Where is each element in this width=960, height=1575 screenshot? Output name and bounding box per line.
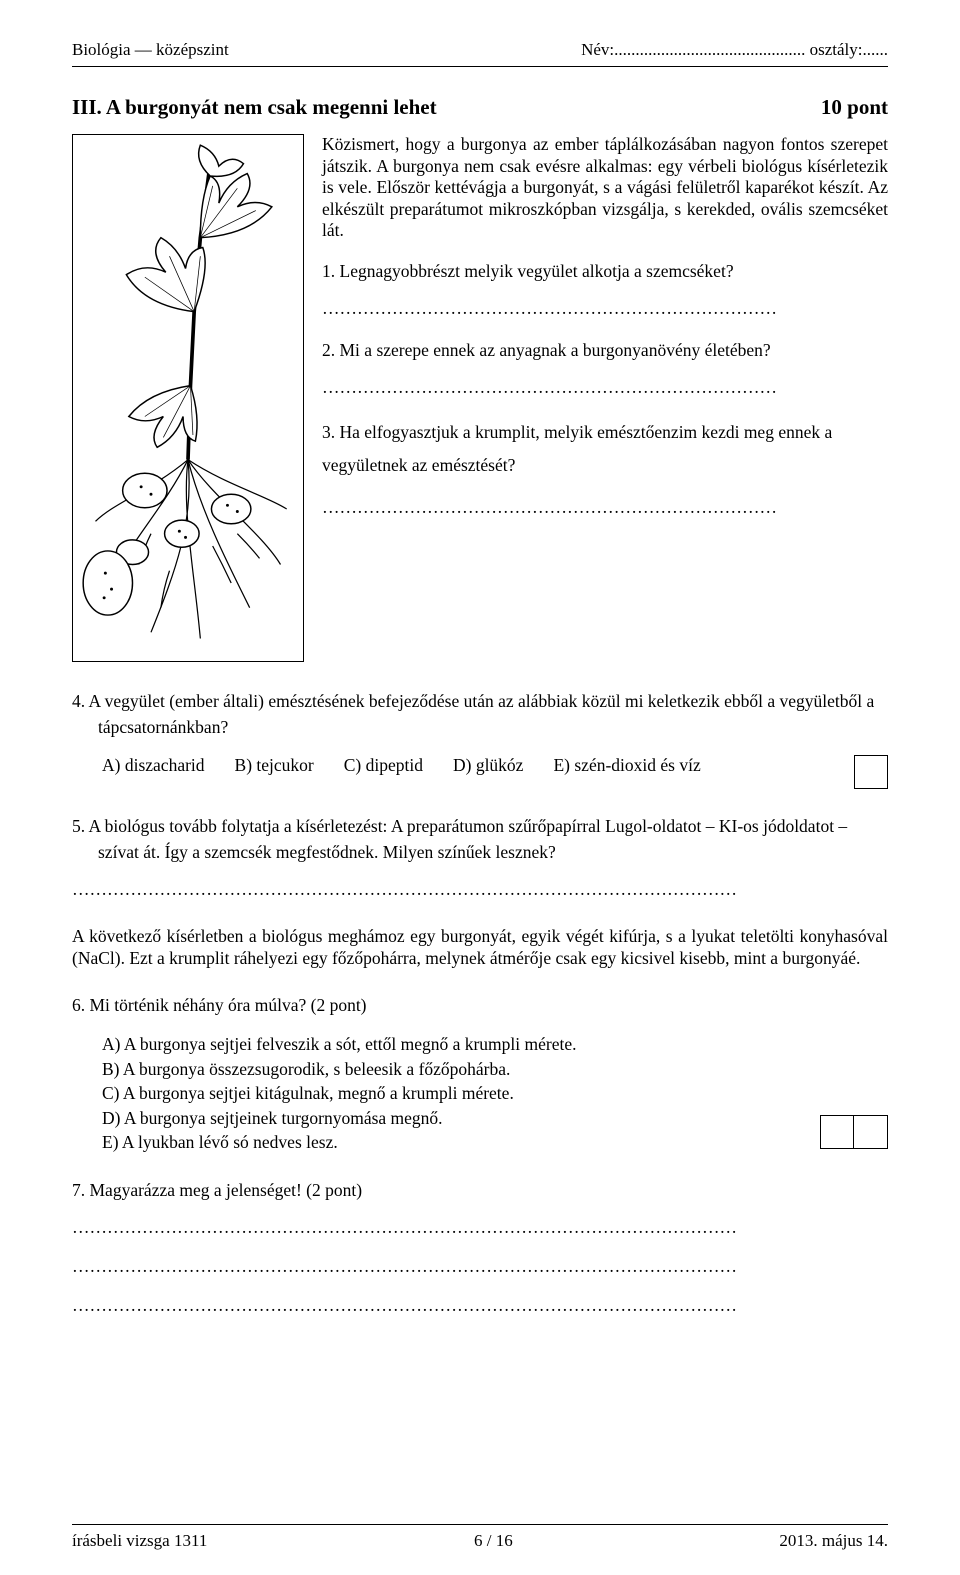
intro-column: Közismert, hogy a burgonya az ember tápl… [322,134,888,536]
name-class-fields: Név:....................................… [581,40,888,60]
q6-options: A) A burgonya sejtjei felveszik a sót, e… [102,1032,888,1155]
q4-opt-e: E) szén-dioxid és víz [553,755,700,776]
footer-exam-id: írásbeli vizsga 1311 [72,1531,207,1551]
q6-opt-c: C) A burgonya sejtjei kitágulnak, megnő … [102,1081,888,1106]
footer-rule [72,1524,888,1525]
question-3: 3. Ha elfogyasztjuk a krumplit, melyik e… [322,416,888,483]
page-header: Biológia — középszint Név:..............… [72,40,888,60]
answer-line-7a[interactable]: …………………………………………………………………………………………………… [72,1217,888,1238]
exam-page: Biológia — középszint Név:..............… [0,0,960,1575]
q6-answer-boxes[interactable] [820,1115,888,1149]
q6-opt-e: E) A lyukban lévő só nedves lesz. [102,1130,888,1155]
header-rule [72,66,888,67]
section-number: III. [72,95,102,119]
q4-options: A) diszacharid B) tejcukor C) dipeptid D… [102,755,888,789]
q4-opt-b: B) tejcukor [235,755,314,776]
questions-col: 1. Legnagyobbrészt melyik vegyület alkot… [322,258,888,518]
section-title: III. A burgonyát nem csak megenni lehet … [72,95,888,120]
intro-block: Közismert, hogy a burgonya az ember tápl… [72,134,888,662]
q6-block: 6. Mi történik néhány óra múlva? (2 pont… [72,992,888,1155]
potato-plant-icon [77,139,299,657]
answer-line-7c[interactable]: …………………………………………………………………………………………………… [72,1295,888,1316]
class-label: osztály: [810,40,863,59]
name-dots: ........................................… [614,40,805,59]
q4-opt-c: C) dipeptid [344,755,423,776]
answer-line-7b[interactable]: …………………………………………………………………………………………………… [72,1256,888,1277]
intro-text: Közismert, hogy a burgonya az ember tápl… [322,134,888,242]
q4-answer-box[interactable] [854,755,888,789]
answer-line-1[interactable]: …………………………………………………………………… [322,298,888,319]
experiment-paragraph: A következő kísérletben a biológus meghá… [72,926,888,970]
page-footer: írásbeli vizsga 1311 6 / 16 2013. május … [72,1524,888,1551]
question-5: 5. A biológus tovább folytatja a kísérle… [72,813,888,866]
question-7: 7. Magyarázza meg a jelenséget! (2 pont) [72,1177,888,1203]
section-name: A burgonyát nem csak megenni lehet [106,95,437,119]
name-label: Név: [581,40,614,59]
q4-opt-a: A) diszacharid [102,755,205,776]
question-6: 6. Mi történik néhány óra múlva? (2 pont… [72,992,888,1018]
q4-opt-d: D) glükóz [453,755,523,776]
answer-line-2[interactable]: …………………………………………………………………… [322,377,888,398]
q6-opt-b: B) A burgonya összezsugorodik, s beleesi… [102,1057,888,1082]
question-2: 2. Mi a szerepe ennek az anyagnak a burg… [322,337,888,363]
footer-date: 2013. május 14. [779,1531,888,1551]
section-points: 10 pont [821,95,888,120]
class-dots: ...... [863,40,889,59]
q6-opt-d: D) A burgonya sejtjeinek turgornyomása m… [102,1106,888,1131]
answer-line-5[interactable]: …………………………………………………………………………………………………… [72,879,888,900]
footer-page-number: 6 / 16 [474,1531,513,1551]
section-title-text: III. A burgonyát nem csak megenni lehet [72,95,437,120]
answer-line-3[interactable]: …………………………………………………………………… [322,497,888,518]
question-4: 4. A vegyület (ember általi) emésztéséne… [72,688,888,741]
subject-label: Biológia — középszint [72,40,229,60]
plant-figure [72,134,304,662]
question-1: 1. Legnagyobbrészt melyik vegyület alkot… [322,258,888,284]
q6-opt-a: A) A burgonya sejtjei felveszik a sót, e… [102,1032,888,1057]
